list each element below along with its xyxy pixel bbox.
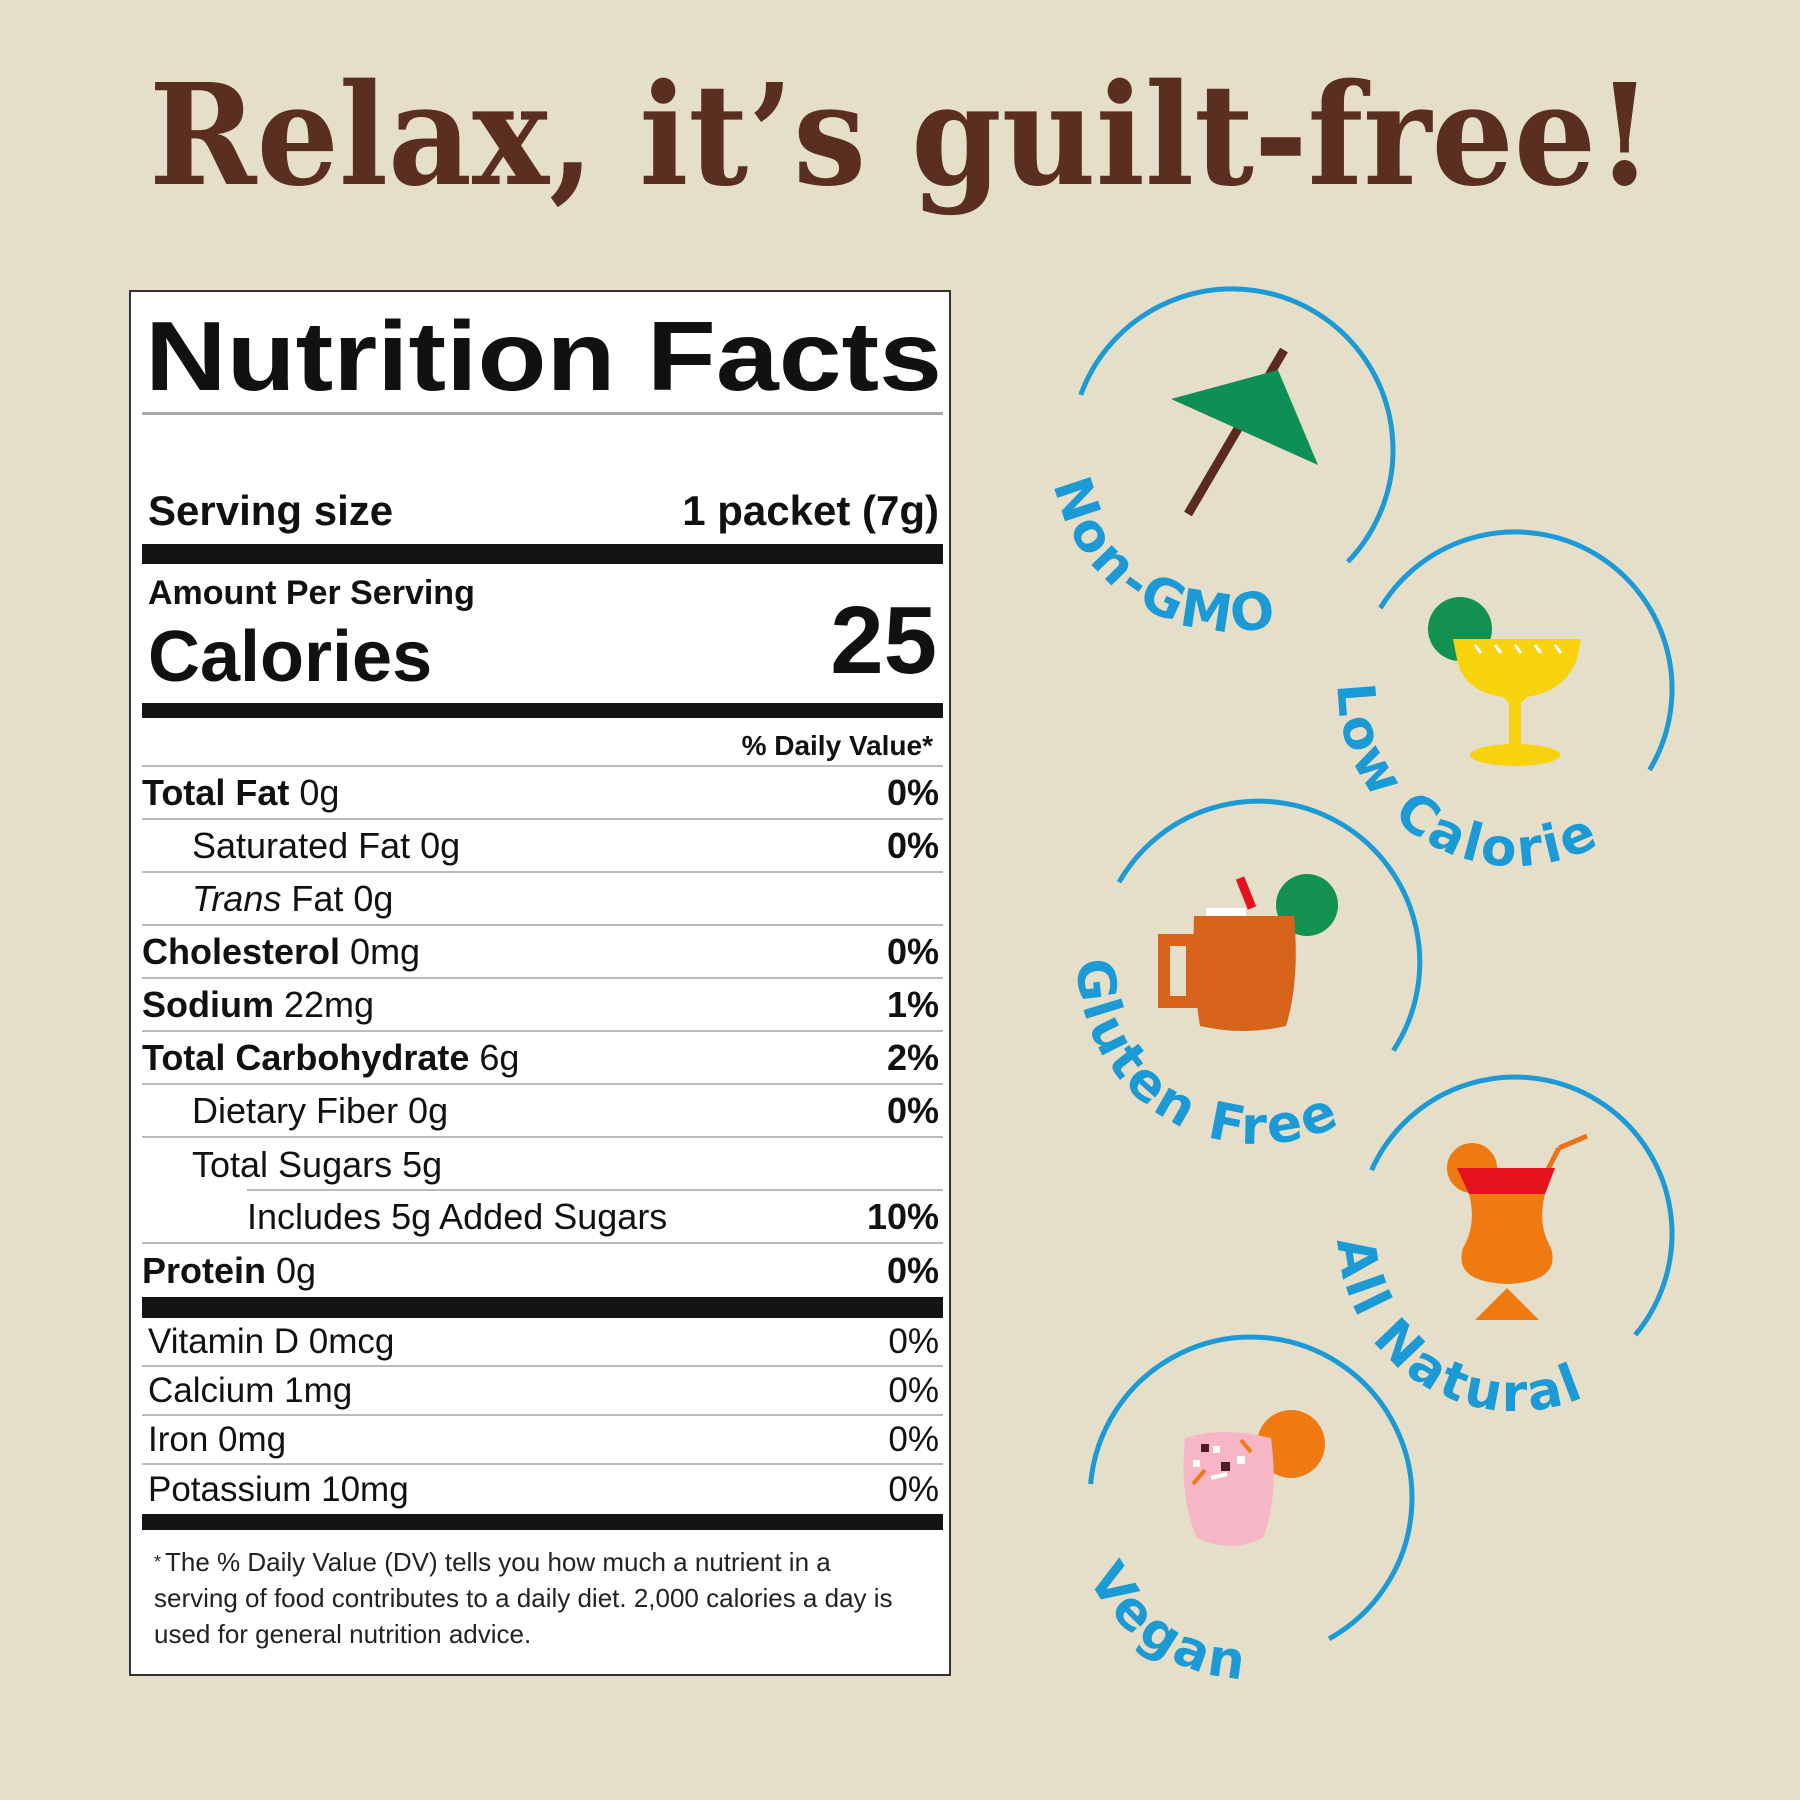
nutrient-name: Sodium 22mg [142,983,375,1025]
nutrient-amount: 0g [266,1249,317,1291]
nutrient-label: Saturated Fat 0g [192,824,461,866]
vitamin-name: Potassium 10mg [148,1469,409,1509]
badge-non-gmo: Non-GMO [1040,286,1396,646]
thick-divider [142,1514,943,1530]
thick-divider [142,703,943,718]
nutrient-row: Total Sugars 5g [142,1138,943,1191]
vitamin-daily-value: 0% [888,1419,939,1459]
nutrient-row: Total Carbohydrate 6g 2% [142,1032,943,1085]
badge-gluten-free: Gluten Free [1063,798,1423,1157]
copper-mug-icon [1158,874,1338,1031]
nutrient-daily-value: 0% [886,1249,939,1291]
nutrient-row: Saturated Fat 0g 0% [142,820,943,873]
vitamin-row: Iron 0mg 0% [142,1416,943,1465]
nutrient-row: Sodium 22mg 1% [142,979,943,1032]
badge-vegan: Vegan [1076,1334,1415,1693]
nutrient-label: Total Sugars 5g [192,1143,443,1185]
pink-cocktail-icon [1183,1410,1325,1546]
nutrient-label: Total Fat [142,771,290,813]
thick-divider [142,544,943,564]
calories-section: Amount Per Serving Calories 25 [142,564,943,703]
vitamin-daily-value: 0% [888,1321,939,1361]
vitamin-daily-value: 0% [888,1370,939,1410]
vitamin-row: Calcium 1mg 0% [142,1367,943,1416]
badge-ring [1378,529,1675,772]
serving-size-label: Serving size [148,487,394,534]
nutrient-name: Total Fat 0g [142,771,340,813]
badge-ring [1088,1334,1415,1641]
nutrient-list: Total Fat 0g 0% Saturated Fat 0g 0% Trans Fa… [142,767,943,1297]
vitamin-row: Vitamin D 0mcg 0% [142,1318,943,1367]
nutrient-name-italic: Trans [192,877,282,919]
nutrient-row: Trans Fat 0g [142,873,943,926]
nutrient-name: Saturated Fat 0g [142,824,461,866]
hurricane-glass-icon [1447,1133,1588,1320]
badge-label: Non-GMO [1040,470,1281,646]
headline-text: Relax, it’s guilt-free! [149,54,1653,218]
footnote: * The % Daily Value (DV) tells you how mu… [154,1547,893,1649]
nutrient-name: Protein 0g [142,1249,317,1291]
nutrient-label: Sodium [142,983,274,1025]
nutrient-name: Total Carbohydrate 6g [142,1036,520,1078]
badge-ring [1369,1074,1675,1337]
serving-size-value: 1 packet (7g) [682,487,939,534]
badge-label: Low Calorie [1324,681,1608,880]
nutrient-amount: 22mg [274,983,375,1025]
vitamin-daily-value: 0% [888,1469,939,1509]
cocktail-umbrella-icon [1171,347,1318,517]
calories-label: Calories [148,617,433,697]
vitamin-row: Potassium 10mg 0% [142,1465,943,1514]
nutrient-label: Cholesterol [142,930,341,972]
vitamin-name: Calcium 1mg [148,1370,353,1410]
nutrient-amount: 0g [289,771,340,813]
margarita-glass-icon [1428,597,1581,766]
nutrient-label: Total Carbohydrate [142,1036,470,1078]
nutrient-name: Includes 5g Added Sugars [142,1195,668,1237]
nutrient-daily-value: 2% [886,1036,939,1078]
serving-size-row: Serving size 1 packet (7g) [142,415,943,544]
badge-label: Vegan [1076,1552,1252,1693]
nutrient-daily-value: 0% [886,930,939,972]
nutrient-row: Protein 0g 0% [142,1244,943,1297]
nutrition-facts-heading: Nutrition Facts [145,301,942,411]
nutrient-name: Cholesterol 0mg [142,930,421,972]
nutrient-daily-value: 0% [886,771,939,813]
nutrient-row: Includes 5g Added Sugars 10% [142,1191,943,1244]
headline: Relax, it’s guilt-free! [149,54,1653,218]
vitamin-name: Vitamin D 0mcg [148,1321,395,1361]
nutrient-label: Includes 5g Added Sugars [247,1195,668,1237]
nutrient-daily-value: 0% [886,824,939,866]
nutrient-daily-value: 1% [886,983,939,1025]
nutrient-name-rest: Fat 0g [281,877,394,919]
nutrient-daily-value: 10% [866,1195,939,1237]
nutrient-name: Trans Fat 0g [142,877,394,919]
nutrient-row: Cholesterol 0mg 0% [142,926,943,979]
vitamin-name: Iron 0mg [148,1419,287,1459]
nutrient-amount: 6g [469,1036,520,1078]
nutrient-row: Dietary Fiber 0g 0% [142,1085,943,1138]
vitamin-list: Vitamin D 0mcg 0% Calcium 1mg 0% Iron 0mg 0% P… [142,1318,943,1514]
nutrient-label: Dietary Fiber 0g [192,1089,449,1131]
thick-divider [142,1297,943,1318]
nutrient-daily-value: 0% [886,1089,939,1131]
nutrition-facts-title: Nutrition Facts [142,292,943,415]
nutrient-name: Total Sugars 5g [142,1143,443,1185]
calories-value: 25 [830,587,937,694]
nutrition-facts-label: Nutrition Facts Serving size 1 packet (7… [129,290,951,1676]
nutrient-name: Dietary Fiber 0g [142,1089,449,1131]
nutrient-label: Protein [142,1249,267,1291]
daily-value-header: % Daily Value* [142,718,943,767]
nutrient-amount: 0mg [340,930,421,972]
badge-ring [1078,286,1396,564]
amount-per-serving: Amount Per Serving [148,574,475,612]
badge-ring [1116,798,1423,1052]
nutrient-row: Total Fat 0g 0% [142,767,943,820]
badge-all-natural: All Natural [1324,1074,1675,1424]
badge-low-calorie: Low Calorie [1324,529,1675,880]
